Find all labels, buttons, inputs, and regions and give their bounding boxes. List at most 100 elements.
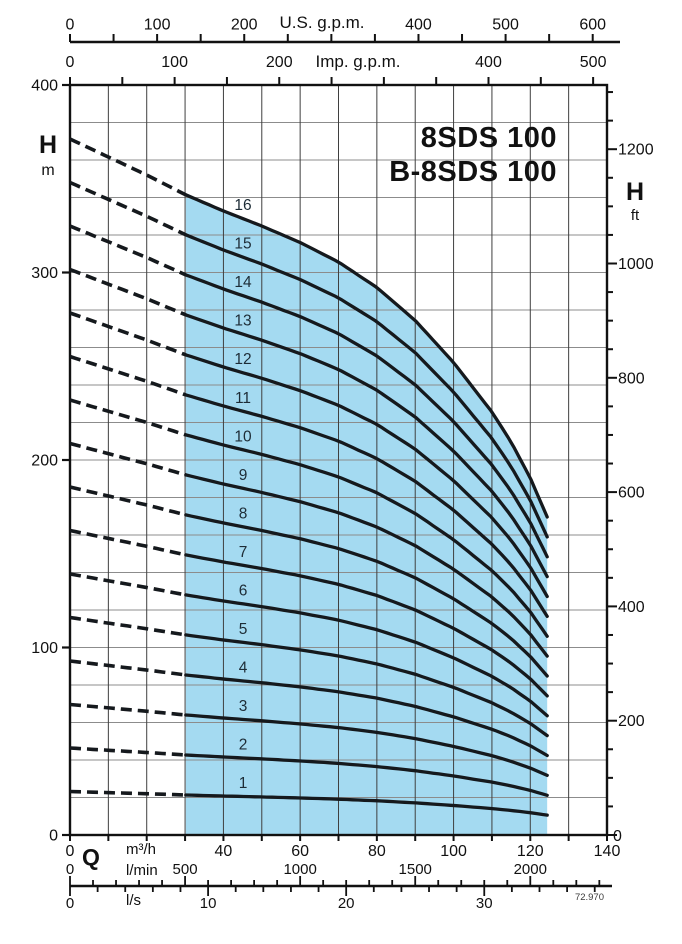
head-m-tick-label: 0: [49, 828, 58, 845]
stage-label-6: 6: [239, 582, 248, 599]
chart-title-line1: 8SDS 100: [420, 122, 557, 154]
stage-curve-dashed-9: [69, 441, 187, 477]
stage-curve-15: [184, 233, 549, 539]
head-m-tick-label: 400: [31, 78, 58, 95]
stage-label-15: 15: [234, 236, 251, 253]
head-axis-unit-m: m: [41, 162, 55, 179]
q-ls-tick-label: 20: [338, 895, 355, 912]
head-ft-tick-label: 600: [618, 485, 645, 502]
stage-curve-11: [184, 393, 549, 619]
us-gpm-tick-label: 200: [231, 17, 258, 34]
stage-label-11: 11: [235, 390, 251, 407]
q-lmin-tick-label: 500: [173, 861, 198, 878]
imp-gpm-tick-label: 200: [266, 54, 293, 71]
stage-curve-4: [184, 673, 549, 758]
q-m3h-tick-label: 120: [517, 843, 544, 860]
q-ls-tick-label: 30: [476, 895, 493, 912]
stage-curve-16: [184, 193, 549, 519]
flow-axis-unit-m3h: m³/h: [126, 841, 156, 858]
head-ft-tick-label: 200: [618, 713, 645, 730]
stage-curve-14: [184, 273, 549, 559]
us-gpm-tick-label: 600: [579, 17, 606, 34]
us-gpm-tick-label: 0: [66, 17, 75, 34]
q-lmin-tick-label: 0: [66, 861, 74, 878]
imp-gpm-tick-label: 100: [161, 54, 188, 71]
stage-label-1: 1: [239, 775, 248, 792]
stage-label-13: 13: [234, 313, 251, 330]
stage-curve-8: [184, 513, 549, 678]
stage-curve-dashed-16: [69, 137, 187, 197]
stage-curves: [69, 137, 549, 817]
chart-title-line2: B-8SDS 100: [389, 156, 557, 188]
us-gpm-tick-label: 100: [144, 17, 171, 34]
stage-curve-12: [184, 353, 549, 599]
q-m3h-tick-label: 100: [440, 843, 467, 860]
stage-curve-dashed-8: [69, 485, 187, 517]
stage-label-14: 14: [234, 274, 252, 291]
stage-curve-dashed-4: [69, 659, 187, 677]
q-m3h-tick-label: 60: [291, 843, 309, 860]
stage-curve-2: [184, 753, 549, 797]
head-ft-tick-label: 800: [618, 370, 645, 387]
head-ft-tick-label: 1000: [618, 256, 654, 273]
stage-label-4: 4: [239, 659, 248, 676]
operating-region: [185, 194, 548, 835]
stage-curve-dashed-3: [69, 702, 187, 717]
stage-curve-5: [184, 633, 549, 738]
stage-curve-13: [184, 313, 549, 579]
stage-label-3: 3: [239, 698, 248, 715]
q-m3h-tick-label: 40: [215, 843, 233, 860]
stage-curve-9: [184, 473, 549, 658]
q-ls-tick-label: 0: [66, 895, 74, 912]
stage-curve-dashed-6: [69, 572, 187, 597]
stage-curve-dashed-15: [69, 180, 187, 237]
stage-curve-dashed-11: [69, 354, 187, 397]
imp-gpm-tick-label: 400: [475, 54, 502, 71]
stage-label-12: 12: [234, 351, 251, 368]
stage-curve-10: [184, 433, 549, 638]
stage-curve-7: [184, 553, 549, 698]
q-m3h-tick-label: 80: [368, 843, 386, 860]
stage-label-5: 5: [239, 621, 248, 638]
flow-axis-symbol: Q: [82, 844, 100, 870]
q-lmin-tick-label: 2000: [514, 861, 547, 878]
stage-curve-6: [184, 593, 549, 718]
stage-curve-dashed-2: [69, 746, 187, 757]
stage-label-10: 10: [234, 428, 252, 445]
head-axis-title-ft: H: [625, 178, 645, 206]
imp-gpm-tick-label: 500: [580, 54, 607, 71]
stage-curve-dashed-14: [69, 224, 187, 277]
chart-title: 8SDS 100 B-8SDS 100: [389, 121, 557, 189]
head-m-tick-label: 100: [31, 640, 58, 657]
head-ft-zero-label: 0: [613, 828, 622, 845]
stage-label-2: 2: [239, 736, 248, 753]
stage-curve-dashed-12: [69, 311, 187, 357]
stage-curve-dashed-13: [69, 267, 187, 317]
us-gpm-axis-title: U.S. g.p.m.: [279, 13, 365, 32]
flow-axis-unit-lmin: l/min: [126, 862, 158, 879]
stage-label-9: 9: [239, 467, 248, 484]
q-lmin-tick-label: 1000: [283, 861, 316, 878]
stage-label-7: 7: [239, 544, 248, 561]
q-m3h-tick-label: 140: [594, 843, 621, 860]
head-axis-unit-ft: ft: [630, 207, 640, 224]
us-gpm-tick-label: 500: [492, 17, 519, 34]
head-ft-tick-label: 1200: [618, 142, 654, 159]
stage-curve-dashed-5: [69, 615, 187, 637]
head-m-tick-label: 300: [31, 265, 58, 282]
q-m3h-tick-label: 0: [66, 843, 75, 860]
head-m-tick-label: 200: [31, 453, 58, 470]
head-ft-tick-label: 400: [618, 599, 645, 616]
stage-label-16: 16: [234, 197, 251, 214]
stage-curve-3: [184, 713, 549, 778]
q-lmin-tick-label: 1500: [399, 861, 432, 878]
stage-curve-1: [184, 793, 549, 817]
head-axis-title-m: H: [38, 131, 58, 159]
stage-label-8: 8: [239, 505, 248, 522]
stage-curve-dashed-1: [69, 789, 186, 797]
q-ls-tick-label: 10: [200, 895, 217, 912]
figure-number: 72.970: [574, 892, 604, 903]
flow-axis-unit-ls: l/s: [126, 892, 141, 909]
